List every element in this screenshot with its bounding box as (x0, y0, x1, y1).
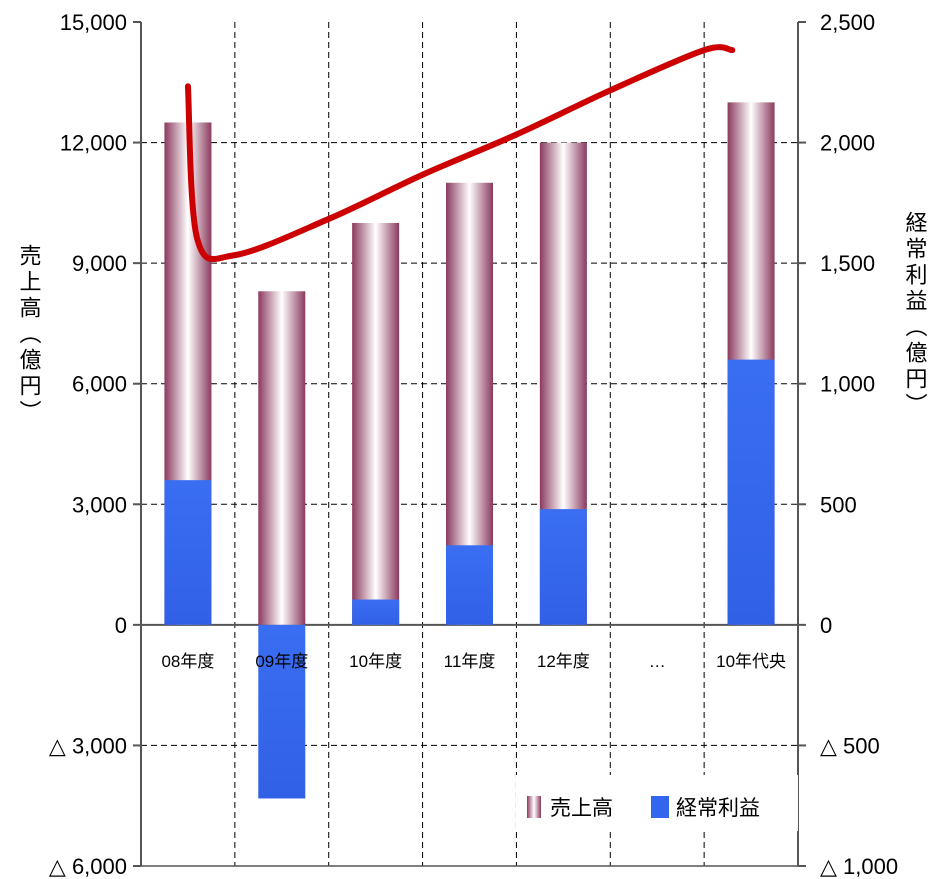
legend-swatch-profit (651, 796, 669, 818)
legend: 売上高 経常利益 (516, 775, 798, 831)
category-label: 10年度 (349, 652, 402, 671)
legend-label-profit: 経常利益 (676, 796, 760, 820)
left-axis-label: 売上高（億円） (16, 244, 42, 426)
right-tick-label: 2,500 (820, 10, 875, 35)
profit-bars (164, 359, 775, 799)
right-axis-label: 経常利益（億円） (902, 211, 928, 419)
left-axis-title: 売上高（億円） (16, 244, 42, 426)
grid-lines (141, 22, 798, 866)
left-tick-label: △ 3,000 (49, 733, 127, 758)
right-tick-label: △ 1,000 (820, 854, 898, 879)
right-tick-label: △ 500 (820, 733, 880, 758)
left-tick-label: 6,000 (72, 372, 127, 397)
legend-label-sales: 売上高 (550, 796, 613, 820)
profit-bar (446, 545, 493, 625)
category-labels: 08年度 09年度 10年度 11年度 12年度 … 10年代央 (161, 652, 786, 671)
left-tick-label: 12,000 (60, 131, 127, 156)
profit-bar (727, 359, 775, 625)
left-tick-label: 15,000 (60, 10, 127, 35)
trend-curve (184, 44, 736, 262)
category-label: 12年度 (537, 652, 590, 671)
left-tick-label: 0 (115, 613, 127, 638)
sales-bar (258, 291, 306, 625)
left-tick-label: △ 6,000 (49, 854, 127, 879)
trend-curve-line (184, 44, 736, 262)
category-label: … (649, 652, 666, 671)
right-axis-title: 経常利益（億円） (902, 211, 928, 419)
right-tick-label: 0 (820, 613, 832, 638)
right-tick-label: 500 (820, 492, 857, 517)
legend-swatch-sales (527, 796, 541, 818)
category-label: 09年度 (255, 652, 308, 671)
profit-bar (258, 624, 306, 799)
category-label: 11年度 (444, 652, 496, 671)
right-tick-label: 1,000 (820, 372, 875, 397)
category-label: 08年度 (161, 652, 214, 671)
sales-bar (352, 222, 400, 625)
right-tick-label: 1,500 (820, 251, 875, 276)
profit-bar (352, 599, 400, 625)
left-axis-ticks: 15,000 12,000 9,000 6,000 3,000 0 △ 3,000 △ 6,0… (49, 10, 127, 879)
right-tick-label: 2,000 (820, 131, 875, 156)
category-label: 10年代央 (716, 652, 786, 671)
profit-bar (164, 480, 212, 625)
left-tick-label: 3,000 (72, 492, 127, 517)
left-tick-label: 9,000 (72, 251, 127, 276)
profit-bar (539, 509, 587, 625)
right-axis-ticks: 2,500 2,000 1,500 1,000 500 0 △ 500 △ 1,000 (820, 10, 898, 879)
